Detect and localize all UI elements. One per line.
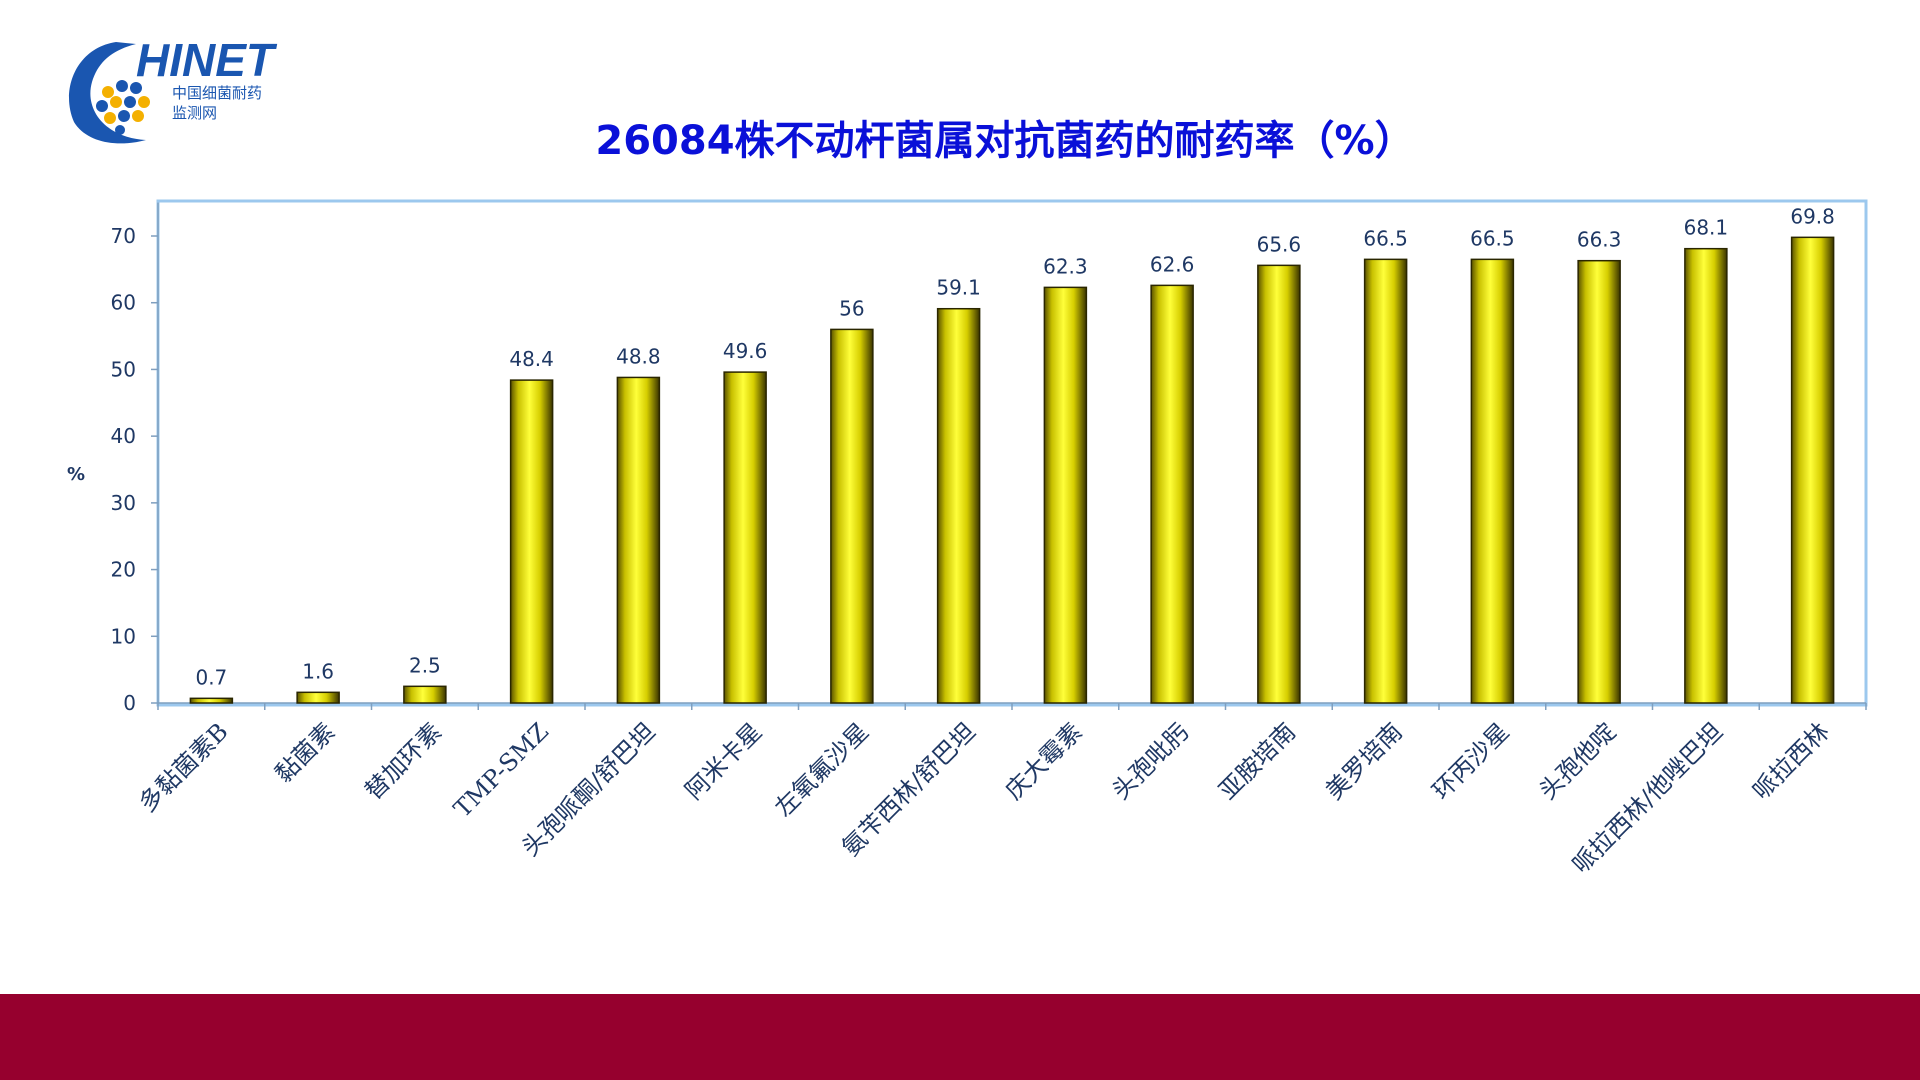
- bar-value-label: 2.5: [409, 653, 441, 677]
- x-tick-label: 左氧氟沙星: [769, 717, 874, 822]
- y-axis-label: %: [67, 464, 85, 485]
- bar: [509, 379, 554, 704]
- bar: [1257, 264, 1301, 704]
- bar-value-label: 48.8: [616, 344, 661, 368]
- bar: [1790, 236, 1835, 704]
- bar-value-label: 69.8: [1790, 204, 1835, 228]
- y-tick-label: 60: [111, 291, 136, 315]
- bar-value-label: 66.5: [1470, 226, 1515, 250]
- bar-value-label: 68.1: [1684, 216, 1729, 240]
- x-tick-label: 亚胺培南: [1213, 717, 1301, 805]
- logo-subtitle-2: 监测网: [172, 104, 217, 122]
- bar: [296, 691, 340, 704]
- x-tick-label: 环丙沙星: [1427, 717, 1515, 805]
- y-tick-label: 10: [111, 624, 136, 648]
- value-labels: 0.7 1.6 2.5 48.4 48.8 49.6 56 59.1 62.3 62.6 65.6 6…: [195, 204, 1834, 689]
- bar-value-label: 59.1: [936, 276, 981, 300]
- bar-value-label: 62.3: [1043, 254, 1088, 278]
- bar-value-label: 0.7: [195, 665, 227, 689]
- bar-value-label: 65.6: [1257, 232, 1302, 256]
- x-tick-label: 头孢他啶: [1534, 717, 1622, 805]
- logo-subtitle-1: 中国细菌耐药: [172, 84, 262, 102]
- y-tick-label: 30: [111, 491, 136, 515]
- bar-value-label: 62.6: [1150, 252, 1195, 276]
- bar: [1684, 247, 1728, 704]
- x-tick-label: 黏菌素: [270, 717, 341, 788]
- x-tick-label: 头孢吡肟: [1107, 717, 1195, 805]
- bar: [616, 376, 661, 704]
- bar: [1470, 258, 1515, 704]
- footer-bar: [0, 994, 1920, 1080]
- x-tick-label: 庆大霉素: [1000, 717, 1088, 805]
- bar: [1043, 286, 1088, 704]
- bar-value-label: 56: [839, 296, 864, 320]
- bar: [723, 371, 767, 704]
- bar-value-label: 66.5: [1363, 226, 1408, 250]
- bar: [830, 328, 874, 704]
- bar: [1363, 258, 1408, 704]
- bar-value-label: 49.6: [723, 339, 768, 363]
- bar-value-label: 1.6: [302, 659, 334, 683]
- logo-swoosh: [69, 42, 146, 144]
- x-tick-label: 多黏菌素B: [133, 717, 233, 817]
- hinet-logo: HINET 中国细菌耐药 监测网: [69, 34, 278, 144]
- x-tick-label: TMP-SMZ: [448, 717, 554, 823]
- y-tick-label: 70: [111, 224, 136, 248]
- bar-value-label: 66.3: [1577, 228, 1622, 252]
- y-tick-label: 50: [111, 357, 136, 381]
- bar-chart: 0 10 20 30 40 50 60 70 0.7 1.6 2.5 48.4 48.8 49.6 56 5…: [67, 199, 1868, 879]
- x-tick-label: 哌拉西林: [1747, 717, 1835, 805]
- bars: [189, 236, 1835, 704]
- bar-value-label: 48.4: [509, 347, 554, 371]
- bar: [189, 697, 234, 704]
- bar: [1577, 259, 1621, 704]
- bar: [1150, 284, 1194, 704]
- x-tick-label: 阿米卡星: [680, 717, 768, 805]
- y-tick-label: 20: [111, 558, 136, 582]
- bar: [403, 685, 447, 704]
- x-tick-label: 替加环素: [359, 717, 447, 805]
- x-tick-label: 美罗培南: [1320, 717, 1408, 805]
- chart-title: 26084株不动杆菌属对抗菌药的耐药率（%）: [595, 118, 1415, 164]
- y-tick-label: 0: [123, 691, 136, 715]
- bar: [936, 307, 981, 704]
- logo-dots: [96, 80, 150, 135]
- y-tick-label: 40: [111, 424, 136, 448]
- logo-wordmark: HINET: [136, 34, 278, 86]
